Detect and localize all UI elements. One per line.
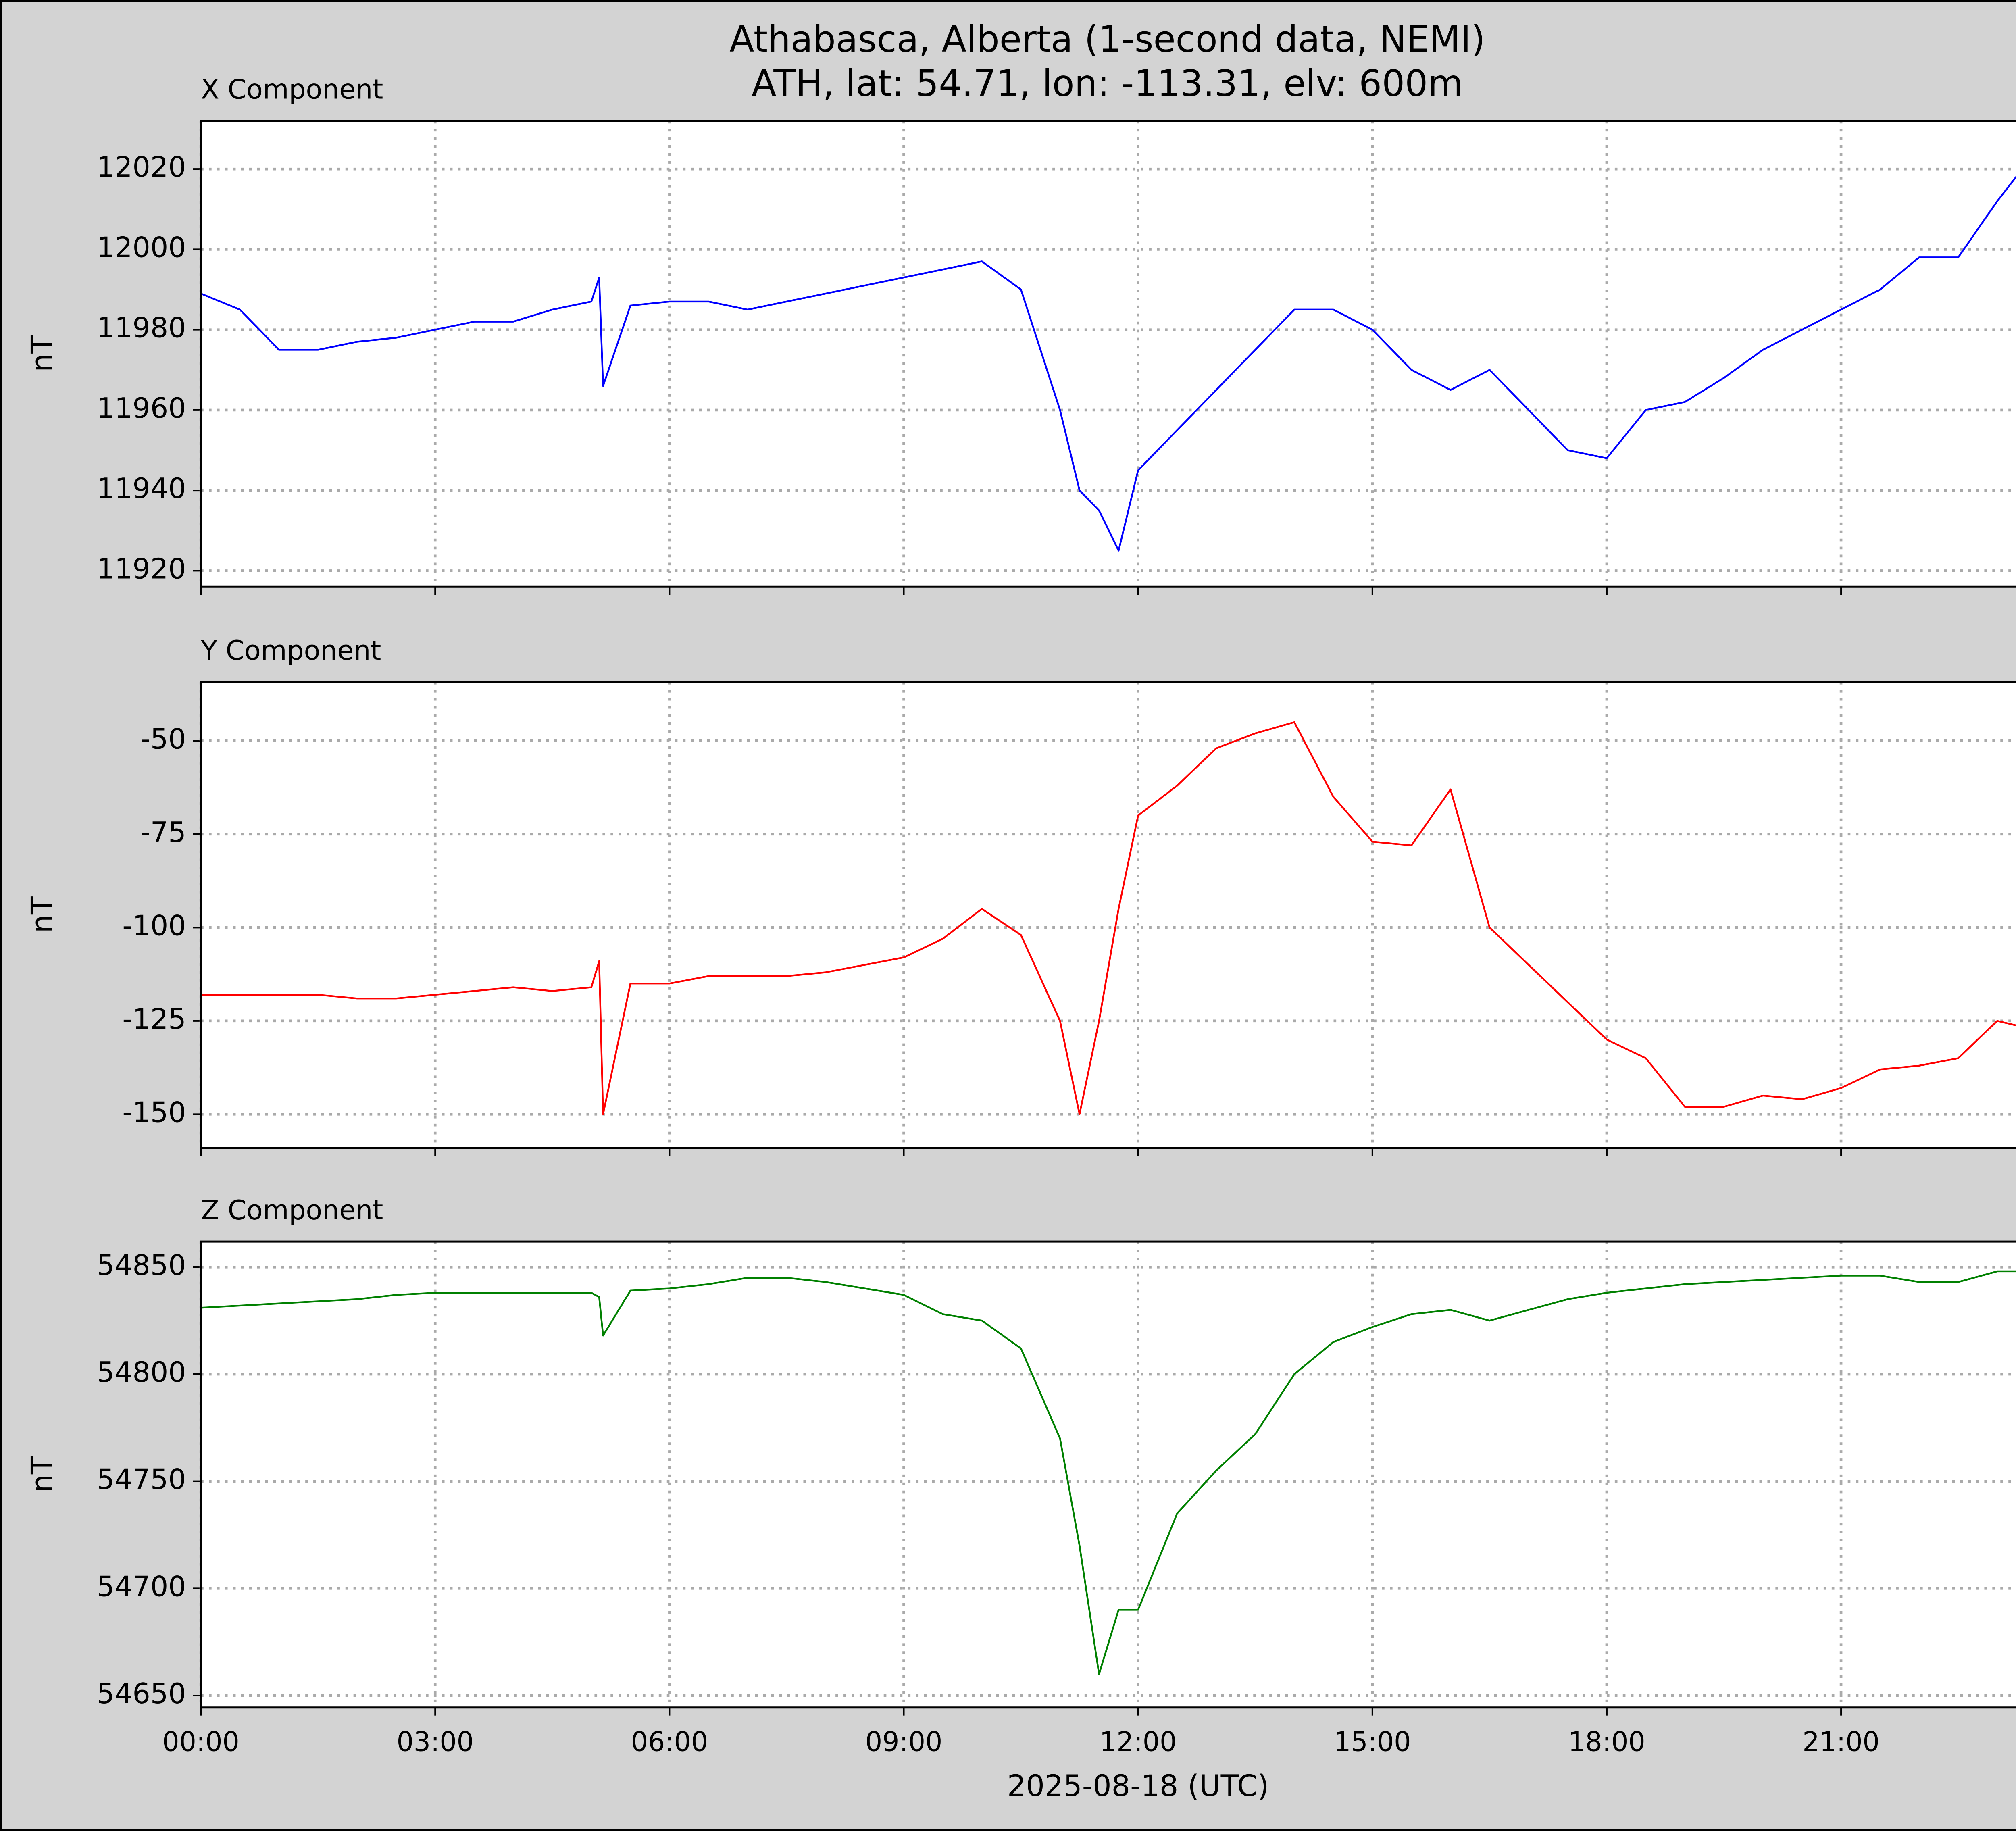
x-tick-label: 00:00 <box>162 1726 239 1757</box>
plot-frame <box>200 1240 2016 1709</box>
x-tick-label: 15:00 <box>1334 1726 1411 1757</box>
y-tick-label: 54800 <box>97 1356 186 1389</box>
x-tick-label: 18:00 <box>1568 1726 1645 1757</box>
plot-frame <box>200 120 2016 588</box>
y-tick-label: -150 <box>122 1096 186 1129</box>
data-line <box>201 1270 2016 1675</box>
y-tick-label: 11980 <box>97 312 186 344</box>
x-tick-label: 03:00 <box>397 1726 474 1757</box>
figure-subtitle: ATH, lat: 54.71, lon: -113.31, elv: 600m <box>752 63 1463 105</box>
x-axis-label: 2025-08-18 (UTC) <box>1007 1769 1269 1803</box>
x-tick-label: 12:00 <box>1100 1726 1177 1757</box>
data-line <box>201 721 2016 1115</box>
y-tick-label: -100 <box>122 909 186 942</box>
plot-frame <box>200 681 2016 1149</box>
y-tick-label: 54700 <box>97 1570 186 1603</box>
data-line <box>200 175 2016 552</box>
y-tick-label: 54750 <box>97 1463 186 1496</box>
y-tick-label: 11920 <box>97 552 186 585</box>
y-axis-label: nT <box>25 335 60 372</box>
y-tick-label: 12000 <box>97 231 186 264</box>
figure-title: Athabasca, Alberta (1-second data, NEMI) <box>729 19 1485 60</box>
panel-title: Y Component <box>200 635 381 666</box>
plot-area <box>201 682 2016 1148</box>
panel-title: X Component <box>201 74 383 105</box>
x-tick-label: 21:00 <box>1802 1726 1879 1757</box>
y-axis-label: nT <box>25 896 60 933</box>
y-tick-label: 54850 <box>97 1249 186 1281</box>
x-tick-label: 09:00 <box>865 1726 942 1757</box>
plot-area <box>201 121 2016 587</box>
y-tick-label: 54650 <box>97 1677 186 1710</box>
y-tick-label: -75 <box>140 816 186 849</box>
y-tick-label: 11960 <box>97 392 186 425</box>
plot-area <box>201 1241 2016 1708</box>
x-tick-label: 06:00 <box>631 1726 708 1757</box>
y-tick-label: 12020 <box>97 151 186 183</box>
y-axis-label: nT <box>25 1456 60 1493</box>
y-tick-label: -125 <box>122 1003 186 1035</box>
panel-title: Z Component <box>201 1194 383 1226</box>
y-tick-label: -50 <box>140 723 186 755</box>
y-tick-label: 11940 <box>97 472 186 505</box>
